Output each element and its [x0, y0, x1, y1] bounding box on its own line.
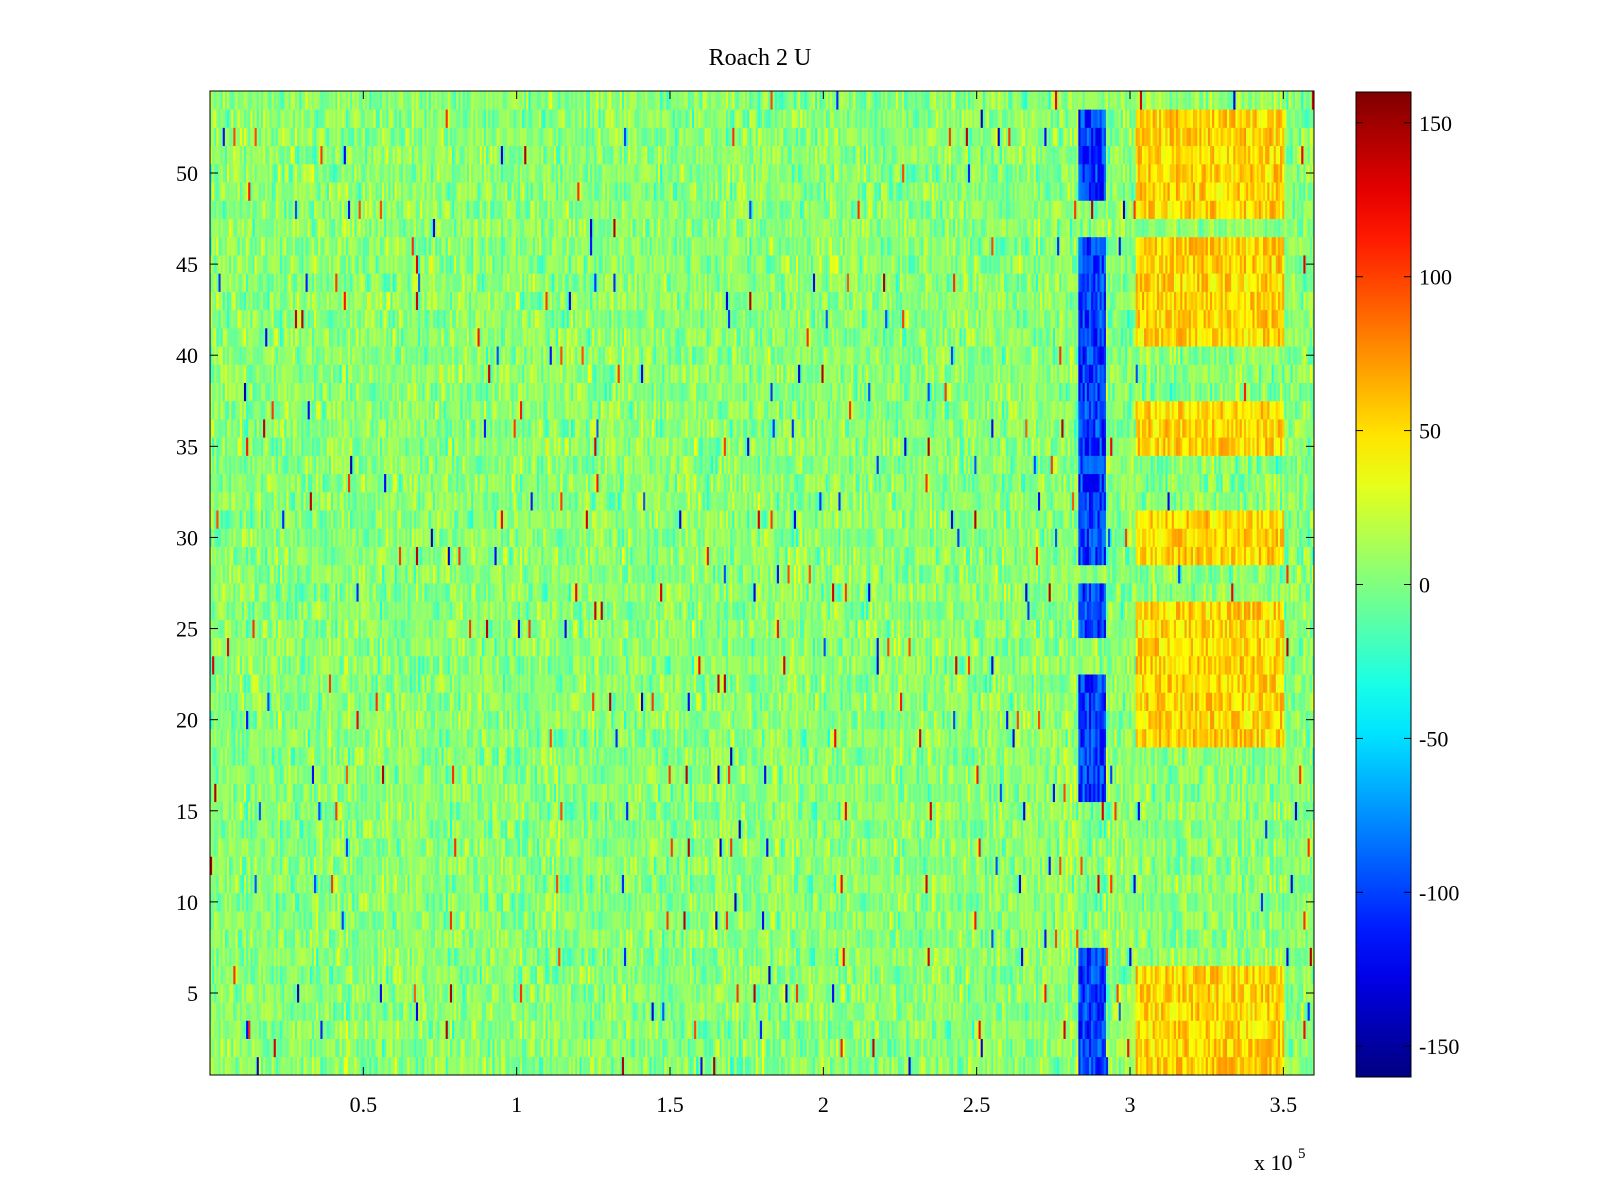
plot-area — [210, 91, 1314, 1075]
heatmap-figure: Roach 2 U 0.5 1 1.5 2 2.5 3 3.5 51015202530354… — [0, 0, 1600, 1200]
chart-title: Roach 2 U — [709, 45, 812, 71]
